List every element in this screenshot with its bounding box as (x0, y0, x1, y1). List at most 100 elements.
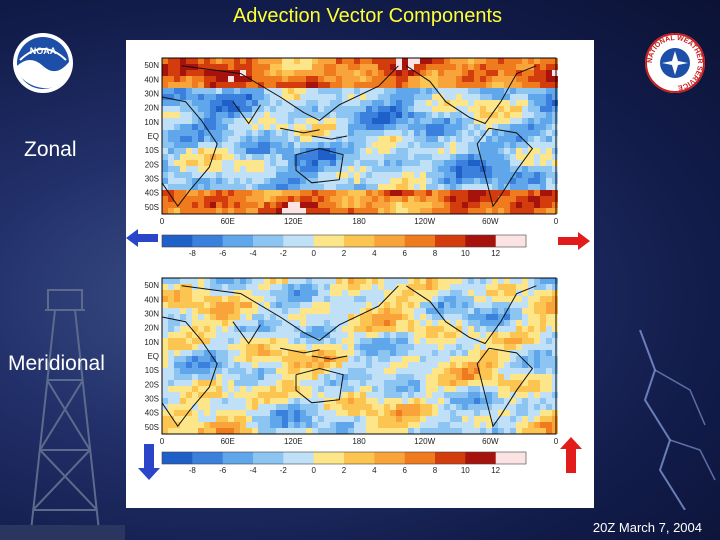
meridional-lat-label: 30N (144, 310, 159, 319)
zonal-colorbar-label: 2 (342, 249, 347, 258)
zonal-coastline (311, 135, 348, 140)
zonal-west-arrow-icon (126, 229, 158, 247)
meridional-colorbar-swatch (192, 452, 224, 464)
meridional-colorbar-swatch (374, 452, 406, 464)
meridional-lat-label: EQ (147, 352, 159, 361)
meridional-lon-label: 0 (554, 437, 559, 446)
zonal-coastline (161, 96, 218, 208)
meridional-lon-label: 120W (414, 437, 435, 446)
meridional-colorbar: -8 -6 -4 -2 0 2 4 6 8 10 12 (161, 451, 527, 475)
zonal-lat-label: 20N (144, 104, 159, 113)
zonal-coastline (232, 101, 261, 125)
meridional-lon-label: 60E (221, 437, 235, 446)
zonal-coastline (295, 147, 344, 184)
meridional-colorbar-swatch (283, 452, 315, 464)
meridional-coastline (232, 321, 261, 345)
zonal-colorbar-label: -2 (280, 249, 288, 258)
zonal-colorbar-label: -6 (219, 249, 227, 258)
zonal-lat-label: 40N (144, 75, 159, 84)
meridional-colorbar-label: 10 (461, 466, 470, 475)
zonal-colorbar-swatch (192, 235, 224, 247)
zonal-lat-label: 30S (145, 175, 159, 184)
zonal-map-frame (161, 57, 557, 215)
noaa-logo-text: NOAA (30, 46, 57, 56)
meridional-colorbar-label: -8 (189, 466, 197, 475)
meridional-lon-label: 120E (284, 437, 303, 446)
zonal-lat-label: 50S (145, 203, 159, 212)
meridional-colorbar-label: 2 (342, 466, 347, 475)
zonal-colorbar-label: 10 (461, 249, 470, 258)
nws-logo-icon: NATIONAL WEATHER SERVICE (645, 33, 705, 93)
zonal-lat-label: 40S (145, 189, 159, 198)
zonal-lon-label: 60W (482, 217, 499, 226)
zonal-colorbar-label: 8 (433, 249, 438, 258)
zonal-lon-label: 60E (221, 217, 235, 226)
zonal-colorbar-swatch (253, 235, 284, 247)
meridional-lat-label: 40N (144, 295, 159, 304)
meridional-colorbar-label: -2 (280, 466, 288, 475)
meridional-lon-label: 60W (482, 437, 499, 446)
meridional-lat-label: 40S (145, 409, 159, 418)
zonal-label: Zonal (24, 138, 77, 161)
zonal-coastline (181, 65, 399, 121)
zonal-colorbar-swatch (162, 235, 193, 247)
zonal-east-arrow-icon (558, 232, 590, 250)
meridional-lat-label: 50N (144, 281, 159, 290)
meridional-lon-label: 0 (160, 437, 165, 446)
meridional-lat-label: 20S (145, 380, 159, 389)
zonal-lon-label: 0 (554, 217, 559, 226)
zonal-lon-label: 180 (352, 217, 366, 226)
zonal-colorbar-label: -8 (189, 249, 197, 258)
zonal-colorbar-swatch (313, 235, 345, 247)
zonal-coastline (280, 127, 320, 134)
meridional-colorbar-label: 8 (433, 466, 438, 475)
zonal-lat-label: EQ (147, 132, 159, 141)
meridional-north-arrow-icon (560, 437, 582, 473)
meridional-colorbar-label: 6 (402, 466, 407, 475)
zonal-colorbar-swatch (435, 235, 466, 247)
meridional-coastline (406, 285, 537, 345)
noaa-logo-icon: NOAA (13, 33, 73, 93)
meridional-lon-label: 180 (352, 437, 366, 446)
zonal-coastline (476, 127, 534, 208)
meridional-coastline (280, 347, 320, 354)
meridional-colorbar-swatch (253, 452, 284, 464)
meridional-colorbar-swatch (465, 452, 497, 464)
meridional-colorbar-swatch (162, 452, 193, 464)
weather-tower-graphic (0, 289, 125, 540)
timestamp: 20Z March 7, 2004 (592, 520, 702, 535)
zonal-colorbar-swatch (374, 235, 406, 247)
meridional-colorbar-label: 12 (491, 466, 500, 475)
meridional-coastline (181, 285, 399, 341)
zonal-colorbar-label: 6 (402, 249, 407, 258)
lightning-graphic (639, 330, 716, 510)
meridional-lat-label: 20N (144, 324, 159, 333)
meridional-lat-label: 50S (145, 423, 159, 432)
meridional-lat-label: 30S (145, 395, 159, 404)
meridional-colorbar-swatch (404, 452, 436, 464)
zonal-lon-label: 120W (414, 217, 435, 226)
zonal-lon-label: 0 (160, 217, 165, 226)
meridional-colorbar-swatch (435, 452, 466, 464)
meridional-coastline (311, 355, 348, 360)
zonal-colorbar-swatch (495, 235, 527, 247)
meridional-colorbar-label: -4 (249, 466, 257, 475)
meridional-lat-label: 10S (145, 366, 159, 375)
meridional-lat-label: 10N (144, 338, 159, 347)
zonal-colorbar-label: 4 (372, 249, 377, 258)
zonal-colorbar-swatch (404, 235, 436, 247)
zonal-lat-label: 50N (144, 61, 159, 70)
zonal-colorbar-swatch (465, 235, 497, 247)
zonal-lon-label: 120E (284, 217, 303, 226)
maps-panel: 50N 40N 30N 20N 10N EQ 10S 20S 30S 40S 50S 0 60E 120E… (126, 40, 594, 508)
zonal-colorbar-swatch (344, 235, 375, 247)
meridional-colorbar-swatch (344, 452, 375, 464)
meridional-coastline (476, 347, 534, 428)
meridional-colorbar-swatch (313, 452, 345, 464)
meridional-colorbar-swatch (495, 452, 527, 464)
slide-title: Advection Vector Components (232, 5, 503, 27)
meridional-colorbar-label: -6 (219, 466, 227, 475)
